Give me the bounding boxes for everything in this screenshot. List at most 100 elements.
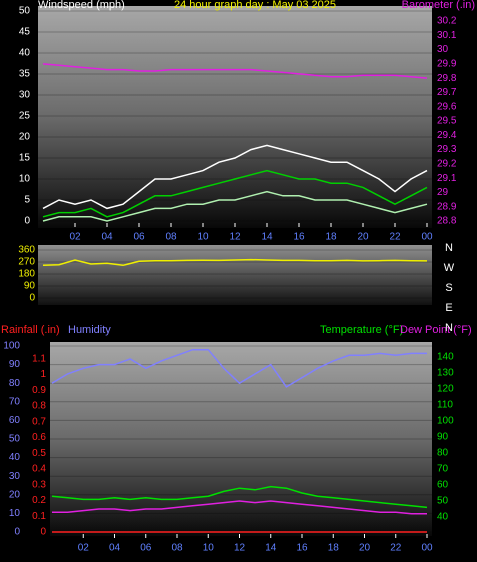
- y-tick-label: 270: [18, 257, 35, 268]
- y-tick-label: 110: [437, 400, 453, 411]
- y2-axis-title: Temperature (°F): [320, 324, 403, 336]
- y-tick-label: 50: [9, 434, 21, 445]
- y-tick-label: 20: [19, 132, 31, 143]
- series-line: [42, 169, 428, 218]
- x-tick-label: 00: [421, 543, 433, 554]
- y-tick-label: 29.3: [437, 144, 457, 155]
- y-tick-label: 0: [14, 527, 20, 538]
- series-line: [42, 258, 428, 267]
- series-line: [51, 485, 428, 509]
- y-tick-label: 29.9: [437, 58, 457, 69]
- y-tick-label: 100: [3, 341, 20, 352]
- x-tick-label: 12: [229, 232, 241, 243]
- y-tick-label: 90: [437, 432, 449, 443]
- y-tick-label: 40: [437, 512, 449, 523]
- y-tick-label: 0.1: [32, 511, 46, 522]
- y3-axis-title: Rainfall (.in): [1, 324, 60, 336]
- y-tick-label: 25: [19, 111, 31, 122]
- y-tick-label: 130: [437, 368, 454, 379]
- y-tick-label: 10: [19, 174, 31, 185]
- y-tick-label: 80: [9, 378, 21, 389]
- y-tick-label: 29.4: [437, 130, 457, 141]
- y-tick-label: 0.7: [32, 416, 46, 427]
- y-tick-label: 45: [19, 27, 31, 38]
- x-tick-label: 18: [328, 543, 340, 554]
- y-tick-label: 0.4: [32, 464, 46, 475]
- y2-axis-title: Barometer (.in): [402, 0, 475, 11]
- chart-title: 24 hour graph day : May 03 2025: [174, 0, 336, 11]
- y-tick-label: 29.1: [437, 173, 457, 184]
- x-tick-label: 16: [296, 543, 308, 554]
- x-tick-label: 12: [234, 543, 246, 554]
- x-tick-label: 18: [325, 232, 337, 243]
- y-tick-label: 5: [24, 195, 30, 206]
- x-tick-label: 06: [140, 543, 152, 554]
- y-tick-label: 120: [437, 384, 454, 395]
- y-tick-label: 360: [18, 245, 35, 256]
- series-line: [52, 500, 427, 515]
- y-axis-title: Windspeed (mph): [38, 0, 125, 11]
- y-tick-label: 10: [9, 508, 21, 519]
- y-tick-label: 28.9: [437, 201, 457, 212]
- y-axis-title: Humidity: [68, 324, 111, 336]
- y-tick-label: 29.6: [437, 101, 457, 112]
- y-tick-label: 29.2: [437, 158, 457, 169]
- y-tick-label: 90: [9, 359, 21, 370]
- x-tick-label: 22: [389, 232, 401, 243]
- y-tick-label: 40: [19, 48, 31, 59]
- y-tick-label: 1.1: [32, 353, 46, 364]
- y-tick-label: 0: [24, 216, 30, 227]
- x-tick-label: 00: [421, 232, 433, 243]
- x-tick-label: 08: [171, 543, 183, 554]
- plot-bg: [38, 245, 432, 305]
- x-tick-label: 14: [265, 543, 277, 554]
- y-tick-label: 20: [9, 489, 21, 500]
- series-line: [42, 63, 428, 79]
- y-tick-label: 35: [19, 69, 31, 80]
- y-tick-label: 30.1: [437, 30, 457, 41]
- compass-label: N: [445, 242, 453, 254]
- y-tick-label: 70: [9, 396, 21, 407]
- y-tick-label: 80: [437, 448, 449, 459]
- y-tick-label: 50: [437, 496, 449, 507]
- y-tick-label: 30: [19, 90, 31, 101]
- x-tick-label: 02: [69, 232, 81, 243]
- series-line: [42, 190, 428, 222]
- x-tick-label: 04: [109, 543, 121, 554]
- x-tick-label: 02: [78, 543, 90, 554]
- y-tick-label: 29.7: [437, 87, 457, 98]
- y-tick-label: 60: [437, 480, 449, 491]
- y-tick-label: 0: [40, 527, 46, 538]
- series-line: [51, 348, 427, 388]
- y-tick-label: 40: [9, 452, 21, 463]
- compass-label: W: [444, 262, 455, 274]
- y-tick-label: 29.8: [437, 73, 457, 84]
- y-tick-label: 180: [18, 269, 35, 280]
- compass-label: E: [445, 302, 452, 314]
- compass-label: N: [445, 322, 453, 334]
- y-tick-label: 0: [29, 293, 35, 304]
- y-tick-label: 0.3: [32, 479, 46, 490]
- x-tick-label: 20: [359, 543, 371, 554]
- y-tick-label: 100: [437, 416, 454, 427]
- y-tick-label: 140: [437, 352, 454, 363]
- y4-axis-title: Dew Point (°F): [400, 324, 472, 336]
- y-tick-label: 90: [24, 281, 36, 292]
- x-tick-label: 16: [293, 232, 305, 243]
- x-tick-label: 04: [101, 232, 113, 243]
- y-tick-label: 0.6: [32, 432, 46, 443]
- x-tick-label: 10: [203, 543, 215, 554]
- x-tick-label: 22: [390, 543, 402, 554]
- y-tick-label: 60: [9, 415, 21, 426]
- y-tick-label: 0.2: [32, 495, 46, 506]
- y-tick-label: 30: [437, 44, 449, 55]
- x-tick-label: 08: [165, 232, 177, 243]
- y-tick-label: 0.5: [32, 448, 46, 459]
- plot-bg: [38, 6, 432, 228]
- x-tick-label: 20: [357, 232, 369, 243]
- y-tick-label: 29.5: [437, 116, 457, 127]
- y-tick-label: 1: [40, 369, 46, 380]
- series-line: [42, 144, 428, 210]
- y-tick-label: 0.8: [32, 401, 46, 412]
